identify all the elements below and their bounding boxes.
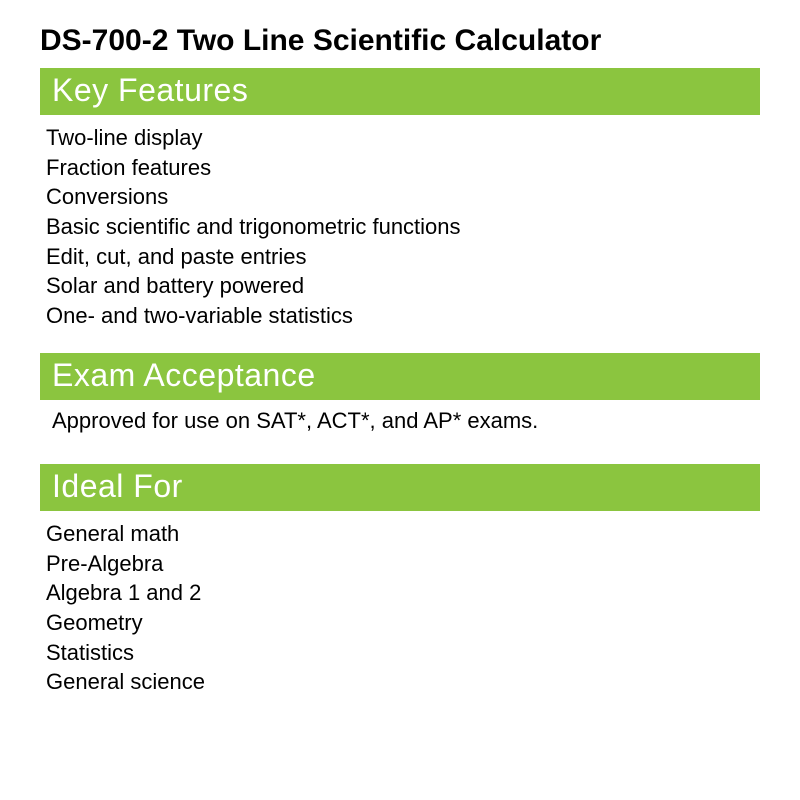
key-features-list: Two-line display Fraction features Conve… bbox=[40, 123, 760, 331]
section-header-key-features: Key Features bbox=[40, 68, 760, 115]
list-item: Statistics bbox=[46, 638, 760, 668]
product-title: DS-700-2 Two Line Scientific Calculator bbox=[40, 24, 760, 58]
list-item: Solar and battery powered bbox=[46, 271, 760, 301]
list-item: General science bbox=[46, 667, 760, 697]
list-item: General math bbox=[46, 519, 760, 549]
list-item: Pre-Algebra bbox=[46, 549, 760, 579]
section-header-ideal-for: Ideal For bbox=[40, 464, 760, 511]
ideal-for-list: General math Pre-Algebra Algebra 1 and 2… bbox=[40, 519, 760, 697]
list-item: Edit, cut, and paste entries bbox=[46, 242, 760, 272]
list-item: Fraction features bbox=[46, 153, 760, 183]
exam-acceptance-text: Approved for use on SAT*, ACT*, and AP* … bbox=[40, 408, 760, 434]
list-item: Two-line display bbox=[46, 123, 760, 153]
list-item: Basic scientific and trigonometric funct… bbox=[46, 212, 760, 242]
list-item: One- and two-variable statistics bbox=[46, 301, 760, 331]
list-item: Algebra 1 and 2 bbox=[46, 578, 760, 608]
list-item: Conversions bbox=[46, 182, 760, 212]
section-header-exam-acceptance: Exam Acceptance bbox=[40, 353, 760, 400]
list-item: Geometry bbox=[46, 608, 760, 638]
